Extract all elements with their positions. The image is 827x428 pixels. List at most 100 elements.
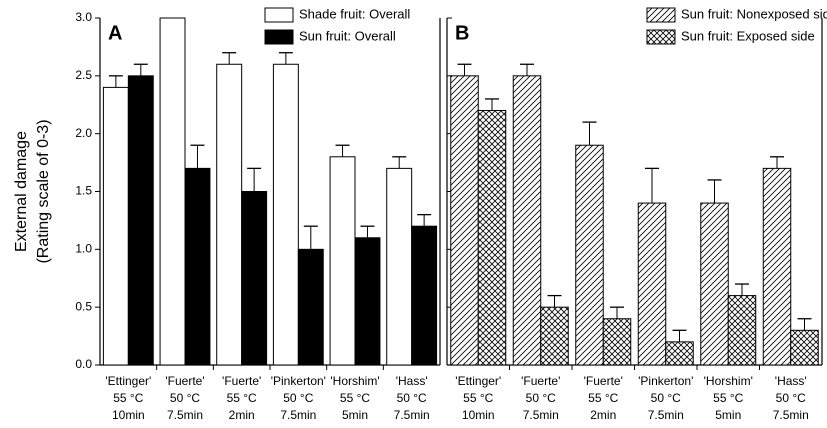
legend-swatch — [264, 29, 294, 45]
legend-label: Sun fruit: Exposed side — [681, 28, 815, 43]
y-axis-label: External damage — [13, 131, 30, 252]
error-bar — [417, 213, 432, 227]
y-tick-label: 0.0 — [75, 357, 92, 371]
x-tick-label: 'Ettinger' — [105, 374, 151, 388]
legend-label: Sun fruit: Nonexposed side — [681, 6, 827, 21]
x-tick-label: 'Hass' — [775, 374, 807, 388]
error-bar — [222, 52, 237, 65]
error-bar — [457, 63, 472, 76]
bar — [184, 167, 211, 366]
x-tick-label: 55 °C — [340, 391, 370, 405]
x-tick-label: 'Pinkerton' — [638, 374, 693, 388]
bar — [700, 202, 729, 366]
error-bar — [520, 63, 534, 76]
x-tick-label: 50 °C — [170, 391, 200, 405]
x-tick-label: 7.5min — [523, 408, 559, 422]
bar — [727, 295, 757, 366]
x-tick-label: 5min — [342, 408, 368, 422]
x-tick-label: 55 °C — [588, 391, 618, 405]
bar — [159, 17, 186, 366]
x-tick-label: 'Hass' — [396, 374, 428, 388]
error-bar — [190, 144, 205, 169]
x-tick-label: 'Fuerte' — [165, 374, 204, 388]
error-bar — [485, 98, 499, 111]
x-tick-label: 5min — [715, 408, 741, 422]
bar — [329, 156, 356, 366]
y-tick-label: 1.5 — [75, 184, 92, 198]
error-bar — [133, 63, 148, 76]
x-tick-label: 'Fuerte' — [222, 374, 261, 388]
y-tick-label: 3.0 — [75, 10, 92, 24]
x-tick-label: 55 °C — [227, 391, 257, 405]
legend-label: Shade fruit: Overall — [299, 6, 410, 21]
y-axis-label: (Rating scale of 0-3) — [35, 119, 52, 263]
x-tick-label: 7.5min — [394, 408, 430, 422]
bar — [762, 167, 792, 366]
x-tick-label: 'Pinkerton' — [271, 374, 326, 388]
error-bar — [735, 283, 749, 296]
x-tick-label: 'Ettinger' — [455, 374, 501, 388]
error-bar — [547, 294, 562, 308]
error-bar — [770, 156, 784, 169]
bar — [512, 75, 542, 366]
error-bar — [672, 329, 687, 342]
error-bar — [335, 144, 350, 157]
legend-swatch — [646, 7, 676, 23]
panel-label: A — [108, 22, 122, 44]
x-tick-label: 'Fuerte' — [584, 374, 623, 388]
bar — [216, 63, 243, 366]
x-tick-label: 2min — [590, 408, 616, 422]
x-tick-label: 7.5min — [167, 408, 203, 422]
x-tick-label: 50 °C — [776, 391, 806, 405]
bar — [297, 248, 324, 366]
x-tick-label: 55 °C — [463, 391, 493, 405]
bar — [450, 75, 479, 366]
error-bar — [108, 75, 123, 88]
bar — [102, 86, 129, 366]
x-tick-label: 'Fuerte' — [521, 374, 560, 388]
bar — [477, 110, 507, 366]
error-bar — [645, 167, 659, 204]
error-bar — [360, 225, 375, 238]
legend-swatch — [264, 7, 294, 23]
panel-label: B — [455, 22, 469, 44]
x-tick-label: 50 °C — [397, 391, 427, 405]
y-tick-label: 0.5 — [75, 299, 92, 313]
x-tick-label: 10min — [112, 408, 145, 422]
bar — [127, 75, 154, 366]
x-tick-label: 50 °C — [651, 391, 681, 405]
error-bar — [278, 52, 293, 65]
error-bar — [582, 121, 597, 146]
x-tick-label: 7.5min — [773, 408, 809, 422]
x-tick-label: 55 °C — [113, 391, 143, 405]
bar — [386, 167, 413, 366]
x-tick-label: 7.5min — [648, 408, 684, 422]
x-tick-label: 50 °C — [283, 391, 313, 405]
error-bar — [610, 306, 624, 319]
x-tick-label: 2min — [229, 408, 255, 422]
y-tick-label: 1.0 — [75, 242, 92, 256]
x-tick-label: 7.5min — [280, 408, 316, 422]
legend-label: Sun fruit: Overall — [299, 28, 396, 43]
bar — [637, 202, 667, 366]
bar — [540, 306, 569, 366]
bar — [602, 318, 632, 366]
bar — [790, 329, 819, 366]
legend-swatch — [646, 29, 676, 45]
error-bar — [797, 318, 812, 331]
error-bar — [392, 156, 407, 169]
x-tick-label: 50 °C — [526, 391, 556, 405]
y-tick-label: 2.5 — [75, 68, 92, 82]
bar — [411, 225, 438, 366]
bar — [575, 144, 604, 366]
bar — [665, 341, 694, 366]
x-tick-label: 55 °C — [713, 391, 743, 405]
x-tick-label: 'Horshim' — [704, 374, 753, 388]
y-tick-label: 2.0 — [75, 126, 92, 140]
bar — [354, 237, 381, 366]
error-bar — [303, 225, 318, 250]
x-tick-label: 10min — [462, 408, 495, 422]
error-bar — [247, 167, 262, 192]
